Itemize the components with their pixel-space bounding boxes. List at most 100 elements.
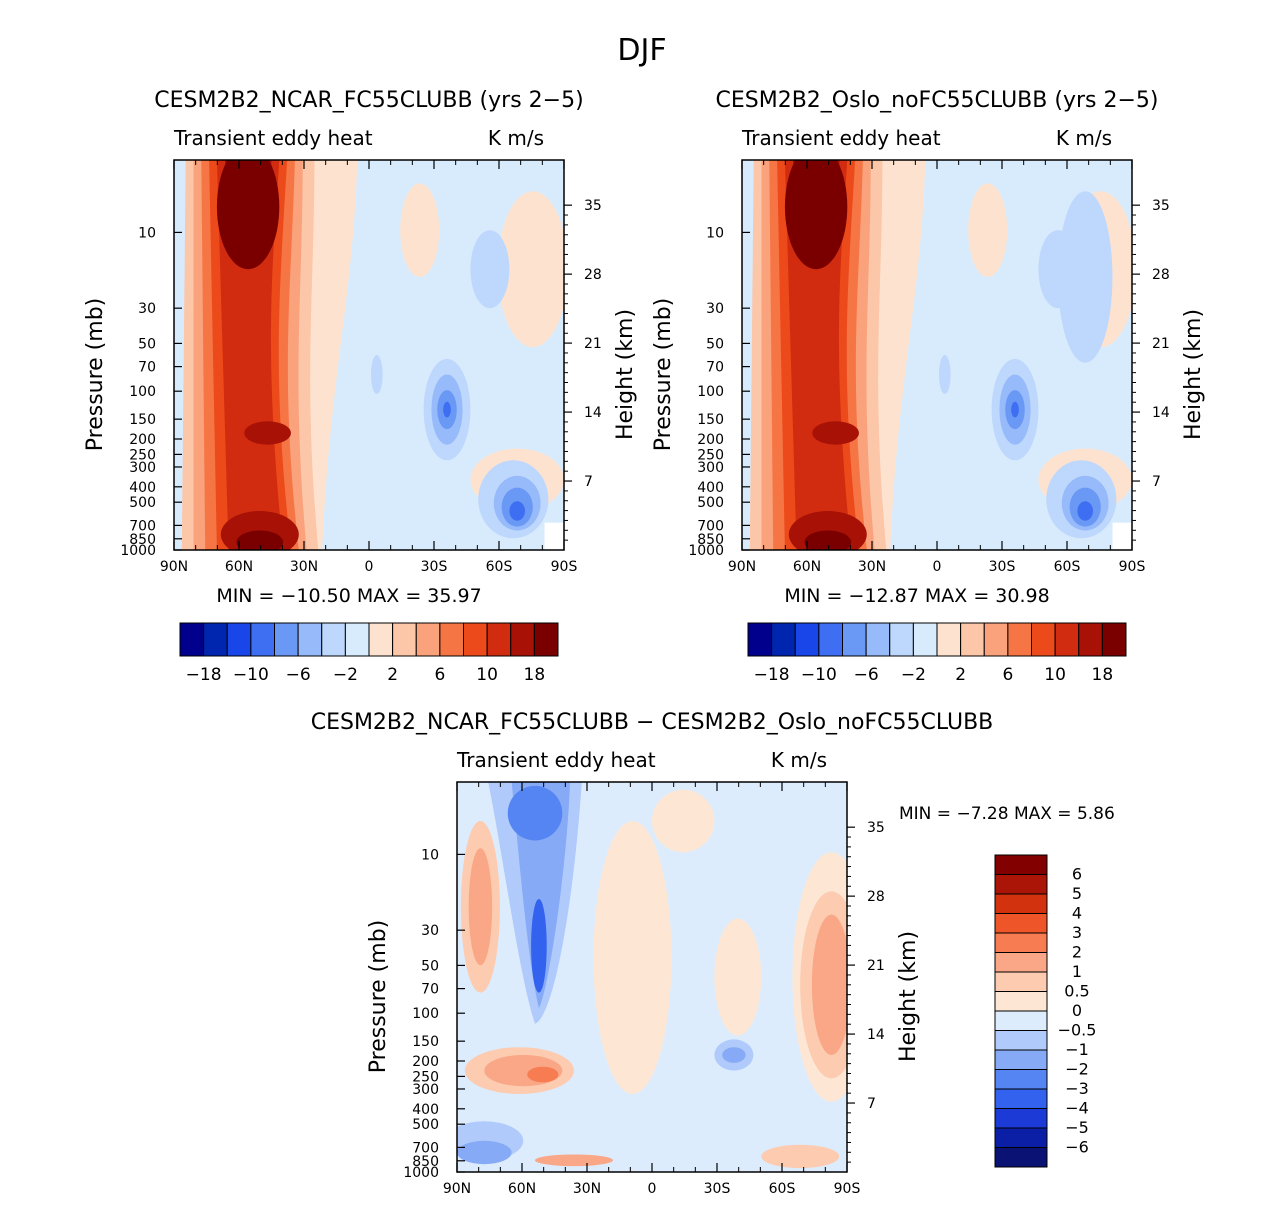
contour-fill xyxy=(593,821,672,1094)
colorbar-label: 18 xyxy=(1092,665,1114,685)
right-string: K m/s xyxy=(1056,126,1112,150)
colorbar-box xyxy=(771,622,796,657)
contour-fill xyxy=(497,191,564,348)
right-string: K m/s xyxy=(771,748,827,772)
y2-tick-label: 28 xyxy=(1152,267,1170,283)
min-max-text: MIN = −12.87 MAX = 30.98 xyxy=(784,585,1049,607)
colorbar-box xyxy=(994,991,1048,1012)
left-string: Transient eddy heat xyxy=(741,126,941,150)
y-tick-label: 1000 xyxy=(120,543,156,559)
contour-field xyxy=(742,160,1132,550)
y-tick-label: 200 xyxy=(697,432,724,448)
colorbar-label: −10 xyxy=(801,665,837,685)
y-tick-label: 10 xyxy=(421,847,439,863)
colorbar-label: 18 xyxy=(524,665,546,685)
colorbar-box xyxy=(865,622,891,657)
colorbar-label: 3 xyxy=(1072,923,1082,942)
contour-fill xyxy=(370,355,383,394)
y-tick-label: 30 xyxy=(421,923,439,939)
colorbar-label: −4 xyxy=(1065,1099,1089,1118)
contour-fill xyxy=(812,421,859,445)
y2-tick-label: 35 xyxy=(867,820,885,836)
right-string: K m/s xyxy=(488,126,544,150)
colorbar-box xyxy=(889,622,914,657)
colorbar-box xyxy=(203,622,228,657)
colorbar-label: 2 xyxy=(1072,943,1082,962)
colorbar-box xyxy=(994,1010,1048,1031)
y-tick-label: 50 xyxy=(706,336,724,352)
colorbar-label: 10 xyxy=(1044,665,1066,685)
colorbar-label: 0.5 xyxy=(1064,982,1089,1001)
x-tick-label: 30N xyxy=(290,559,318,575)
panel-title: CESM2B2_NCAR_FC55CLUBB (yrs 2−5) xyxy=(154,88,583,113)
contour-fill xyxy=(507,785,563,841)
colorbar-label: −6 xyxy=(286,665,311,685)
y2-tick-label: 21 xyxy=(867,958,885,974)
y-tick-label: 10 xyxy=(706,225,724,241)
x-tick-label: 60S xyxy=(769,1181,796,1197)
y-tick-label: 70 xyxy=(138,360,156,376)
colorbar-box xyxy=(994,1030,1048,1051)
colorbar-label: −10 xyxy=(233,665,269,685)
y-tick-label: 300 xyxy=(129,460,156,476)
colorbar-box xyxy=(994,854,1048,875)
y-tick-label: 1000 xyxy=(688,543,724,559)
colorbar-box xyxy=(960,622,985,657)
colorbar-box xyxy=(747,622,773,657)
left-string: Transient eddy heat xyxy=(456,748,656,772)
colorbar-box xyxy=(1007,622,1032,657)
y-tick-label: 150 xyxy=(129,412,156,428)
contour-fill xyxy=(761,1144,840,1169)
colorbar-box xyxy=(415,622,441,657)
colorbar-box xyxy=(994,932,1048,953)
colorbar-label: −18 xyxy=(754,665,790,685)
colorbar-box xyxy=(1031,622,1056,657)
colorbar-label: 2 xyxy=(955,665,966,685)
contour-fill xyxy=(938,355,951,394)
colorbar-box xyxy=(936,622,962,657)
colorbar-box xyxy=(1101,622,1127,657)
y-tick-label: 30 xyxy=(706,301,724,317)
y-tick-label: 400 xyxy=(129,480,156,496)
y-tick-label: 400 xyxy=(412,1102,439,1118)
colorbar-label: 6 xyxy=(1002,665,1013,685)
contour-fill xyxy=(468,848,493,966)
colorbar-box xyxy=(983,622,1009,657)
y-tick-label: 250 xyxy=(697,447,724,463)
contour-fill xyxy=(1057,191,1113,363)
colorbar-box xyxy=(439,622,464,657)
colorbar-box xyxy=(250,622,275,657)
y-tick-label: 300 xyxy=(697,460,724,476)
x-tick-label: 90N xyxy=(443,1181,471,1197)
colorbar-box xyxy=(994,893,1048,914)
y-tick-label: 300 xyxy=(412,1082,439,1098)
y-tick-label: 850 xyxy=(129,532,156,548)
min-max-text: MIN = −7.28 MAX = 5.86 xyxy=(899,804,1115,824)
contour-fill xyxy=(811,914,847,1055)
colorbar-box xyxy=(818,622,843,657)
y-tick-label: 850 xyxy=(412,1154,439,1170)
contour-fill xyxy=(1077,501,1093,521)
contour-fill xyxy=(714,918,762,1036)
contour-fill xyxy=(1011,401,1019,418)
y-tick-label: 50 xyxy=(138,336,156,352)
colorbar-label: −5 xyxy=(1065,1118,1089,1137)
min-max-text: MIN = −10.50 MAX = 35.97 xyxy=(216,585,481,607)
y2-tick-label: 7 xyxy=(584,474,593,490)
y-tick-label: 10 xyxy=(138,225,156,241)
left-string: Transient eddy heat xyxy=(173,126,373,150)
colorbar-label: −2 xyxy=(901,665,926,685)
colorbar-label: −2 xyxy=(333,665,358,685)
contour-fill xyxy=(527,1066,559,1083)
x-tick-label: 90S xyxy=(1119,559,1146,575)
x-tick-label: 30N xyxy=(573,1181,601,1197)
colorbar-label: −0.5 xyxy=(1058,1021,1097,1040)
y-tick-label: 400 xyxy=(697,480,724,496)
y2-axis-label: Height (km) xyxy=(613,309,638,440)
colorbar-label: 1 xyxy=(1072,962,1082,981)
colorbar-box xyxy=(1078,622,1103,657)
colorbar-box xyxy=(344,622,370,657)
y-tick-label: 500 xyxy=(412,1117,439,1133)
colorbar-label: 6 xyxy=(434,665,445,685)
contour-fill xyxy=(216,160,280,270)
